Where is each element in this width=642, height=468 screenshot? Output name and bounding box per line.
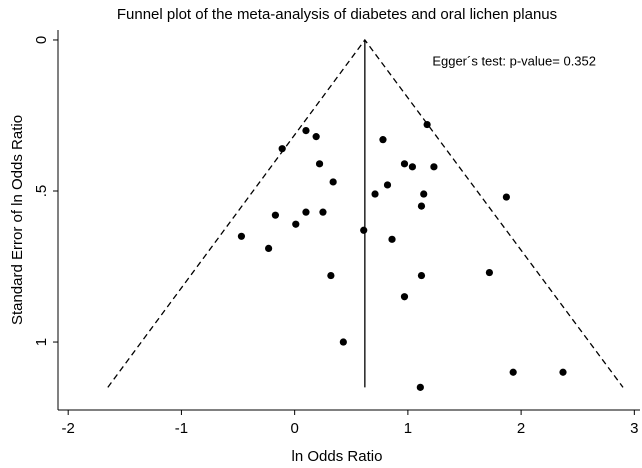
- data-point: [371, 190, 379, 198]
- data-point: [509, 368, 517, 376]
- x-tick-label: 0: [290, 420, 298, 437]
- data-point: [278, 145, 286, 153]
- x-tick-label: -1: [175, 420, 188, 437]
- x-tick-label: 3: [630, 420, 638, 437]
- data-point: [339, 338, 347, 346]
- data-point: [423, 120, 431, 129]
- y-tick-label: .5: [33, 185, 50, 198]
- data-point: [430, 163, 438, 171]
- data-point: [271, 211, 280, 219]
- data-point: [388, 235, 396, 243]
- data-point: [329, 178, 337, 186]
- data-point: [265, 244, 273, 252]
- data-point: [379, 136, 387, 144]
- data-point: [400, 160, 409, 168]
- data-point: [360, 226, 368, 234]
- x-tick-label: 2: [517, 420, 525, 437]
- x-tick-label: 1: [404, 420, 412, 437]
- data-point: [559, 368, 567, 376]
- data-point: [237, 232, 246, 240]
- data-point: [315, 160, 324, 168]
- data-point: [420, 190, 428, 198]
- data-point: [485, 268, 494, 277]
- data-point: [417, 271, 426, 280]
- data-point: [327, 271, 335, 280]
- data-point: [383, 181, 392, 189]
- chart-title: Funnel plot of the meta-analysis of diab…: [117, 6, 557, 23]
- data-point: [408, 163, 417, 171]
- data-point: [417, 202, 426, 210]
- x-axis-label: ln Odds Ratio: [292, 448, 383, 465]
- y-axis-label: Standard Error of ln Odds Ratio: [9, 115, 26, 325]
- annotation: Egger´s test: p-value= 0.352: [432, 53, 596, 68]
- reference-line: [107, 38, 624, 388]
- data-point: [319, 208, 327, 216]
- data-point: [502, 193, 510, 201]
- data-point: [302, 208, 310, 216]
- data-point: [416, 383, 424, 391]
- y-tick-label: 0: [33, 36, 50, 44]
- y-tick-label: 1: [33, 338, 50, 346]
- data-point: [292, 220, 300, 228]
- x-tick-label: -2: [62, 420, 75, 437]
- data-point: [312, 133, 320, 141]
- data-point: [302, 126, 310, 135]
- data-point: [400, 293, 409, 301]
